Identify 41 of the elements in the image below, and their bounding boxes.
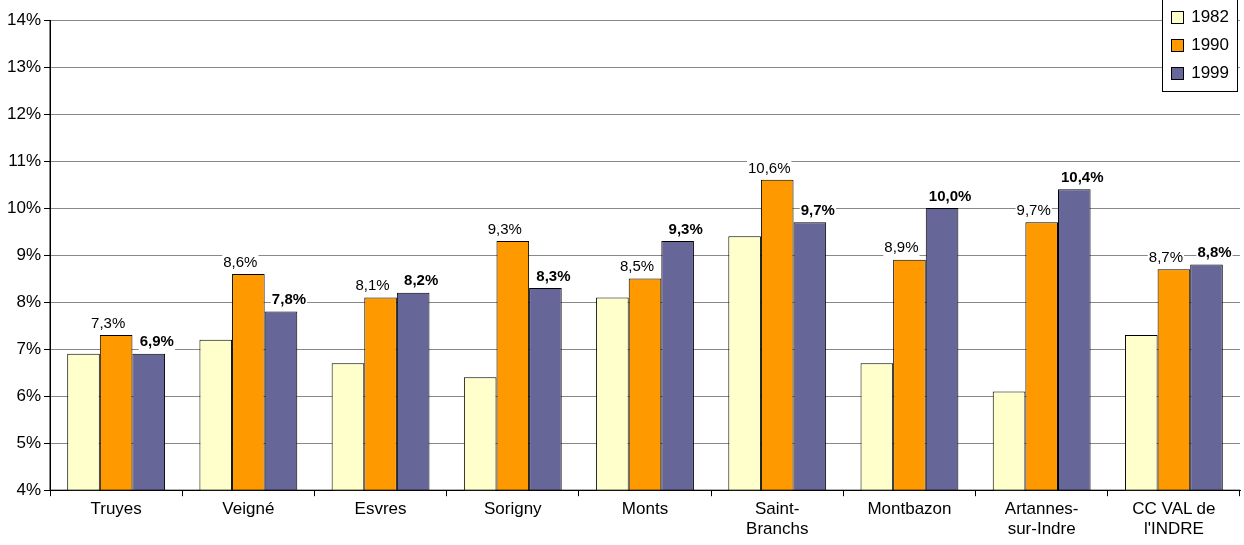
data-label: 7,3% [91, 313, 126, 331]
data-label: 8,1% [355, 276, 390, 294]
x-tick-label: Artannes-sur-Indre [1004, 499, 1079, 539]
data-label: 8,8% [1197, 243, 1232, 261]
x-tick-label: Monts [621, 499, 669, 519]
x-tick-label: Saint-Branchs [746, 499, 809, 539]
data-label: 10,0% [928, 186, 972, 204]
x-tick-label: CC VAL de l'INDRE [1132, 499, 1216, 539]
x-tick-label: Truyes [90, 499, 142, 519]
data-label: 9,3% [487, 219, 522, 237]
data-label: 6,9% [139, 332, 174, 350]
x-tick-label: Esvres [354, 499, 407, 519]
legend-label: 1999 [1191, 63, 1229, 83]
data-label: 9,7% [800, 200, 835, 218]
data-label: 9,3% [668, 219, 703, 237]
y-tick-label: 5% [16, 432, 42, 452]
y-tick-label: 6% [16, 385, 42, 405]
y-tick-label: 8% [16, 291, 42, 311]
legend-label: 1990 [1191, 35, 1229, 55]
data-label: 8,3% [536, 266, 571, 284]
data-label: 8,5% [619, 257, 655, 275]
y-tick-label: 10% [6, 197, 42, 217]
data-label: 10,6% [747, 158, 791, 176]
x-tick-label: Sorigny [483, 499, 543, 519]
y-tick-label: 13% [6, 56, 42, 76]
legend-label: 1982 [1191, 7, 1229, 27]
x-tick-label: Veigné [222, 499, 275, 519]
data-label: 8,6% [223, 252, 258, 270]
data-label: 10,4% [1061, 167, 1104, 185]
data-label: 7,8% [271, 290, 307, 308]
data-label: 9,7% [1016, 200, 1051, 218]
x-tick-label: Montbazon [867, 499, 952, 519]
y-tick-label: 11% [8, 150, 42, 170]
y-tick-label: 7% [16, 338, 42, 358]
data-label: 8,7% [1148, 247, 1183, 265]
data-label: 8,2% [404, 271, 439, 289]
data-label: 8,9% [884, 238, 919, 256]
y-tick-label: 14% [6, 9, 42, 29]
y-tick-label: 4% [16, 479, 42, 499]
y-tick-label: 9% [16, 244, 42, 264]
y-tick-label: 12% [6, 103, 42, 123]
